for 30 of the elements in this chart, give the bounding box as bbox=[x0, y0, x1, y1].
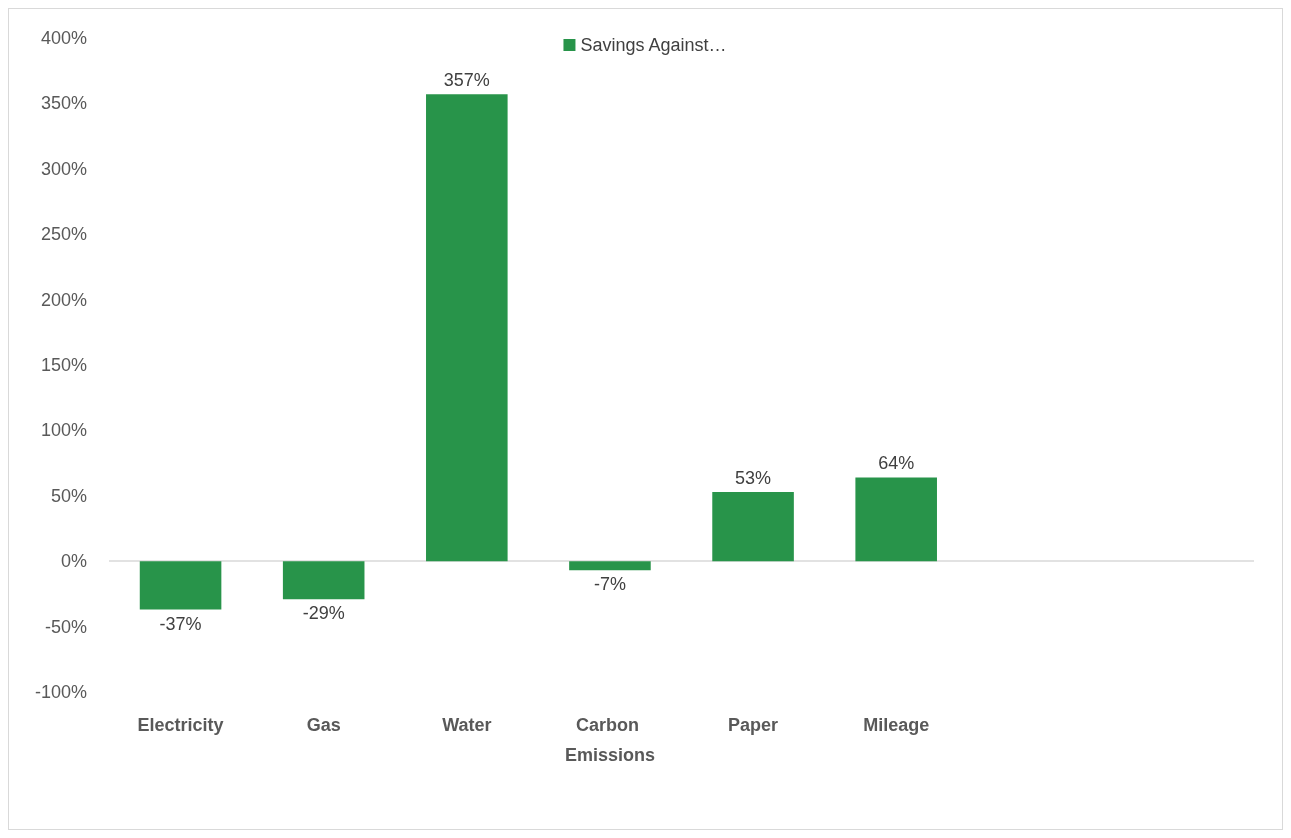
y-tick-label: 200% bbox=[40, 289, 87, 310]
y-tick-label: 250% bbox=[40, 224, 87, 245]
y-tick-label: 50% bbox=[50, 485, 87, 506]
y-tick-label: 350% bbox=[40, 93, 87, 114]
data-label: -29% bbox=[302, 603, 345, 624]
bar bbox=[855, 477, 937, 562]
bar bbox=[426, 94, 508, 562]
y-tick-label: 150% bbox=[40, 355, 87, 375]
y-tick-label: 400% bbox=[40, 28, 87, 48]
data-label: -7% bbox=[593, 574, 626, 595]
legend-label: Savings Against… bbox=[580, 35, 727, 55]
x-tick-label: Paper bbox=[728, 715, 779, 735]
y-tick-label: 100% bbox=[40, 420, 87, 441]
x-tick-label: Water bbox=[442, 715, 492, 735]
bar bbox=[569, 561, 651, 571]
x-tick-label: Carbon Emissions bbox=[564, 715, 655, 765]
y-tick-label: 0% bbox=[60, 551, 87, 572]
x-tick-label: Gas bbox=[306, 715, 341, 735]
data-label: -37% bbox=[159, 613, 202, 634]
x-tick-label: Electricity bbox=[137, 715, 224, 735]
x-tick-label: Mileage bbox=[863, 715, 930, 735]
bar bbox=[139, 561, 222, 610]
bar bbox=[282, 561, 365, 600]
data-label: 64% bbox=[878, 453, 915, 474]
bar bbox=[712, 491, 794, 562]
y-tick-label: 300% bbox=[40, 158, 87, 179]
data-label: 357% bbox=[443, 70, 490, 91]
y-tick-label: -50% bbox=[44, 616, 87, 637]
data-label: 53% bbox=[735, 467, 772, 488]
y-tick-label: -100% bbox=[34, 682, 87, 702]
